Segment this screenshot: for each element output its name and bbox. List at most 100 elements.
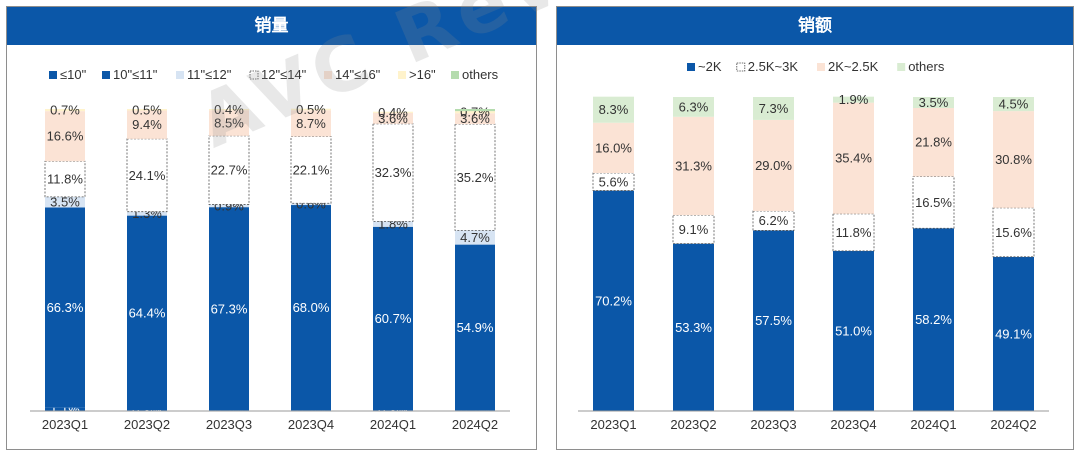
legend-label-1-2: 2K~2.5K — [828, 59, 879, 74]
bar-segment-0-5-4 — [373, 111, 413, 113]
data-label-0-2-0: 3.5% — [50, 195, 80, 210]
bar-segment-0-0-0 — [45, 407, 85, 411]
bar-segment-1-2-5 — [993, 111, 1034, 208]
legend-swatch-0-0 — [49, 71, 57, 79]
x-tick-label-1-4: 2024Q1 — [910, 417, 956, 432]
legend-label-0-4: 14"≤16" — [335, 67, 381, 82]
bar-segment-0-5-0 — [45, 109, 85, 112]
x-tick-label-0-0: 2023Q1 — [42, 417, 88, 432]
bar-segment-0-5-5 — [455, 111, 495, 114]
bar-segment-1-1-1 — [672, 214, 715, 245]
data-label-0-5-5: 0.7% — [460, 105, 490, 120]
data-label-0-4-0: 16.6% — [47, 129, 84, 144]
data-label-1-0-2: 57.5% — [755, 313, 792, 328]
bar-segment-0-2-5 — [455, 230, 495, 245]
data-label-1-2-2: 29.0% — [755, 158, 792, 173]
bar-segment-0-1-1 — [127, 215, 167, 411]
data-label-0-3-5: 35.2% — [457, 170, 494, 185]
legend-label-0-0: ≤10" — [60, 67, 87, 82]
bar-segment-1-3-2 — [753, 97, 794, 120]
x-tick-label-0-5: 2024Q2 — [452, 417, 498, 432]
legend-swatch-0-4 — [324, 71, 332, 79]
bar-segment-1-3-4 — [913, 97, 954, 108]
data-label-1-3-3: 1.9% — [839, 92, 869, 107]
bar-segment-1-3-0 — [593, 96, 634, 123]
data-label-1-0-4: 58.2% — [915, 312, 952, 327]
bar-segment-0-2-2 — [209, 204, 249, 208]
data-label-1-2-3: 35.4% — [835, 151, 872, 166]
bar-segment-0-5-2 — [209, 109, 249, 111]
data-label-1-0-3: 51.0% — [835, 323, 872, 338]
bar-segment-1-0-2 — [753, 230, 794, 411]
data-label-1-1-2: 6.2% — [759, 213, 789, 228]
data-label-1-2-0: 16.0% — [595, 140, 632, 155]
bar-segment-0-4-5 — [455, 113, 495, 125]
x-tick-label-1-3: 2023Q4 — [830, 417, 876, 432]
legend-label-1-0: ~2K — [698, 59, 722, 74]
bar-segment-1-0-1 — [673, 243, 714, 411]
x-tick-label-1-5: 2024Q2 — [990, 417, 1036, 432]
data-label-0-1-2: 67.3% — [211, 301, 248, 316]
bar-segment-1-1-4 — [912, 176, 955, 229]
data-label-0-3-4: 32.3% — [375, 165, 412, 180]
bar-segment-1-1-5 — [992, 207, 1035, 258]
data-label-0-5-4: 0.4% — [378, 105, 408, 120]
bar-segment-1-3-3 — [833, 96, 874, 103]
bar-segment-0-1-3 — [291, 205, 331, 411]
legend-swatch-1-3 — [897, 63, 906, 71]
data-label-1-1-3: 11.8% — [836, 225, 872, 240]
bar-segment-1-1-2 — [752, 210, 795, 231]
data-label-0-3-1: 24.1% — [129, 168, 166, 183]
x-tick-label-1-2: 2023Q3 — [750, 417, 796, 432]
bar-segment-1-2-1 — [673, 116, 714, 216]
legend-swatch-0-2 — [176, 71, 184, 79]
bar-segment-0-4-1 — [127, 110, 167, 139]
bar-segment-1-0-0 — [593, 190, 634, 411]
x-tick-label-1-0: 2023Q1 — [590, 417, 636, 432]
legend-label-0-3: 12"≤14" — [261, 67, 307, 82]
legend-swatch-0-1 — [102, 71, 110, 79]
sales-volume-title: 销量 — [7, 7, 536, 45]
data-label-1-1-5: 15.6% — [995, 225, 1032, 240]
bar-segment-1-2-2 — [753, 119, 794, 211]
sales-volume-chart: ≤10" 10"≤11" 11"≤12" 12"≤14" 14"≤16" >16" othe… — [30, 67, 510, 432]
data-label-0-5-3: 0.5% — [296, 102, 326, 117]
x-tick-label-0-1: 2023Q2 — [124, 417, 170, 432]
data-label-0-2-5: 4.7% — [460, 230, 490, 245]
data-label-0-1-3: 68.0% — [293, 300, 330, 315]
bar-segment-0-5-3 — [291, 108, 331, 111]
bar-segment-0-2-1 — [127, 211, 167, 216]
x-tick-label-0-2: 2023Q3 — [206, 417, 252, 432]
data-label-0-4-1: 9.4% — [132, 117, 162, 132]
legend-swatch-0-3 — [249, 70, 259, 80]
bar-segment-0-4-0 — [45, 111, 85, 162]
data-label-0-5-2: 0.4% — [214, 102, 244, 117]
bar-segment-0-3-0 — [44, 160, 86, 198]
data-label-1-1-4: 16.5% — [915, 195, 952, 210]
bar-segment-1-0-4 — [913, 228, 954, 411]
x-tick-label-0-3: 2023Q4 — [288, 417, 334, 432]
bar-segment-0-2-3 — [291, 203, 331, 206]
sales-value-panel: 销额 ~2K 2.5K~3K 2K~2.5K others 70.2% 5.6% 16.0%… — [556, 6, 1074, 450]
legend-swatch-1-2 — [817, 63, 825, 71]
bar-segment-0-3-3 — [290, 136, 332, 204]
legend-label-0-1: 10"≤11" — [113, 67, 158, 82]
legend-label-1-1: 2.5K~3K — [748, 59, 799, 74]
data-label-1-0-5: 49.1% — [995, 326, 1032, 341]
data-label-0-1-1: 64.4% — [129, 305, 166, 320]
bar-segment-1-1-0 — [592, 172, 635, 191]
data-label-1-3-1: 6.3% — [679, 99, 709, 114]
data-label-0-5-0: 0.7% — [50, 103, 80, 118]
bar-segment-0-3-5 — [454, 123, 496, 231]
data-label-0-1-5: 54.9% — [457, 320, 494, 335]
sales-value-title: 销额 — [557, 7, 1073, 45]
data-label-0-4-2: 8.5% — [214, 116, 244, 131]
bar-segment-0-1-4 — [373, 226, 413, 411]
bar-segment-1-3-5 — [993, 97, 1034, 112]
bar-segment-0-5-1 — [127, 109, 167, 111]
data-label-0-3-2: 22.7% — [211, 163, 248, 178]
data-label-1-3-0: 8.3% — [599, 102, 629, 117]
data-label-0-3-0: 11.8% — [47, 172, 83, 187]
bar-segment-0-3-1 — [126, 138, 168, 213]
legend-label-0-6: others — [462, 67, 499, 82]
